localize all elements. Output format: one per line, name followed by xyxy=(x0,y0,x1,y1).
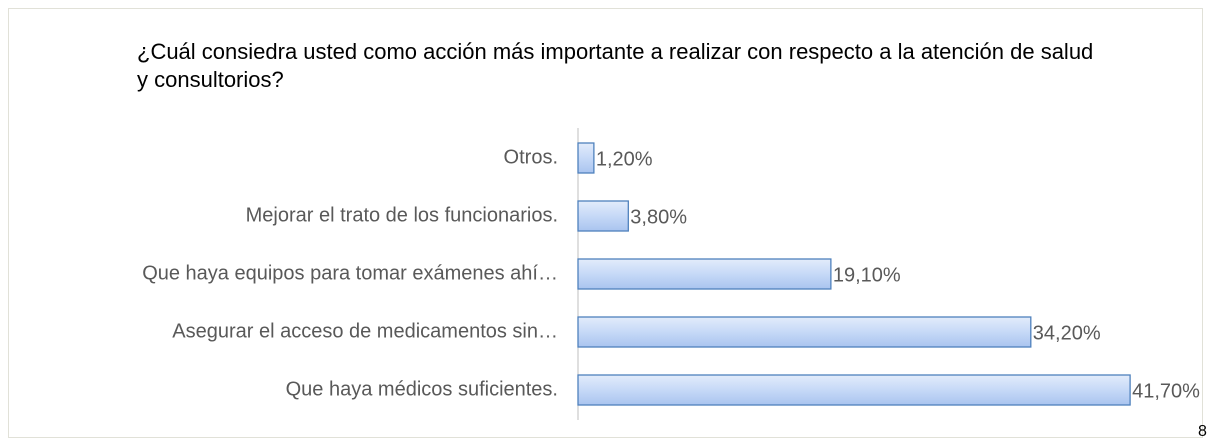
chart-title: ¿Cuál consiedra usted como acción más im… xyxy=(137,39,1094,92)
value-label: 34,20% xyxy=(1033,322,1101,344)
value-label: 19,10% xyxy=(833,264,901,286)
category-label: Asegurar el acceso de medicamentos sin… xyxy=(172,320,558,342)
chart-border xyxy=(8,8,1203,438)
bar xyxy=(577,258,832,290)
value-label: 3,80% xyxy=(630,206,687,228)
category-label: Otros. xyxy=(504,146,558,168)
bar xyxy=(577,316,1032,348)
value-label: 41,70% xyxy=(1132,380,1200,402)
category-label: Mejorar el trato de los funcionarios. xyxy=(246,204,558,226)
value-label: 1,20% xyxy=(596,148,653,170)
bar xyxy=(577,200,629,232)
bar xyxy=(577,374,1131,406)
category-label: Que haya equipos para tomar exámenes ahí… xyxy=(142,262,558,284)
category-label: Que haya médicos suficientes. xyxy=(286,378,558,400)
bar xyxy=(577,142,595,174)
page-number: 8 xyxy=(1198,423,1207,440)
